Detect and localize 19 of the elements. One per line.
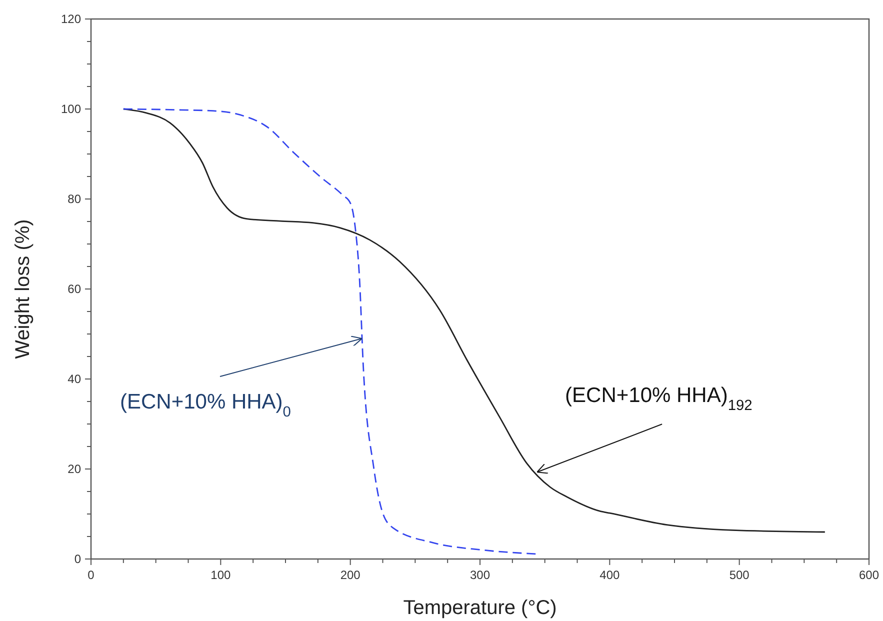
x-tick-label: 600 [858,568,880,582]
y-tick-label: 100 [60,102,82,116]
y-tick-label: 80 [68,192,82,206]
x-tick-label: 0 [88,568,95,582]
line-series [122,108,826,533]
y-tick-label: 0 [74,552,82,566]
annotation: (ECN+10% HHA)$_{192}$ [565,384,752,414]
y-axis-title: Weight loss (%) [12,219,34,359]
x-tick-label: 500 [729,568,750,582]
y-tick-label: 120 [60,12,82,26]
x-axis-title: Temperature (°C) [403,597,557,619]
y-tick-label: 20 [68,462,82,476]
x-tick-label: 100 [210,568,231,582]
annotation: (ECN+10% HHA)$_{0}$ [120,390,291,420]
x-tick-label: 400 [600,568,620,582]
x-tick-label: 300 [470,568,490,582]
y-tick-label: 60 [68,282,82,296]
x-tick-label: 200 [340,568,361,582]
y-tick-label: 40 [68,372,82,386]
